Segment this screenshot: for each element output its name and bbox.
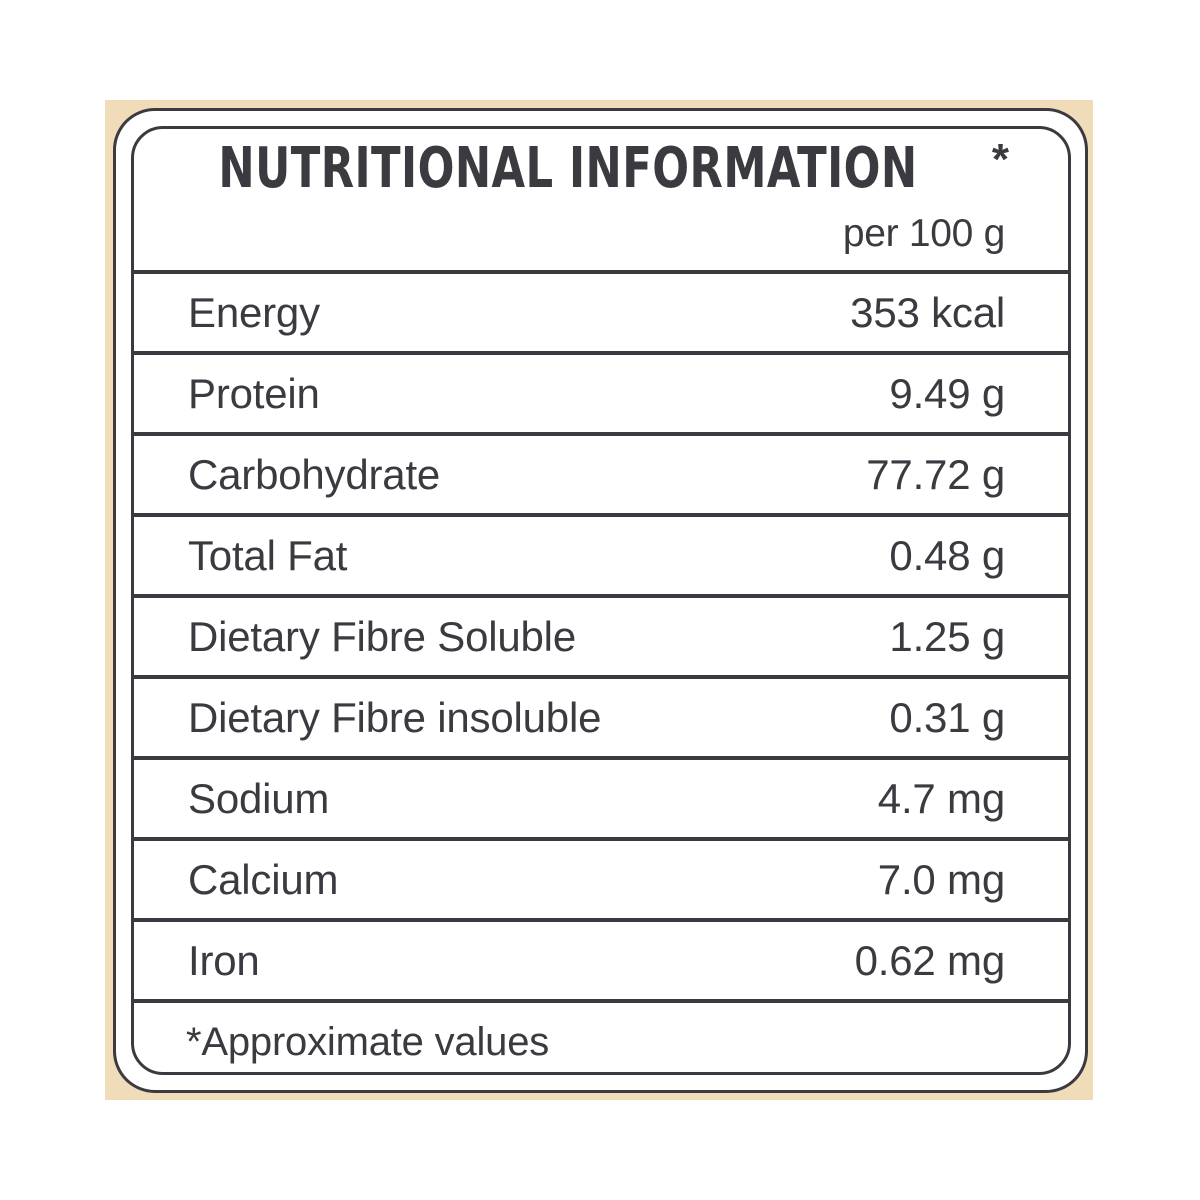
- nutrient-name-total-fat: Total Fat: [131, 513, 601, 596]
- nutrient-name-carbohydrate: Carbohydrate: [131, 432, 601, 515]
- nutrient-name-dietary-fibre-insoluble: Dietary Fibre insoluble: [131, 675, 601, 758]
- table-row: Energy 353 kcal: [131, 270, 1071, 353]
- nutrient-value-calcium: 7.0 mg: [601, 837, 1071, 920]
- nutrient-value-sodium: 4.7 mg: [601, 756, 1071, 839]
- page-title: NUTRITIONAL INFORMATION: [218, 136, 918, 201]
- nutrient-value-total-fat: 0.48 g: [601, 513, 1071, 596]
- nutrient-name-iron: Iron: [131, 918, 601, 1001]
- nutrient-name-sodium: Sodium: [131, 756, 601, 839]
- table-row: Protein 9.49 g: [131, 351, 1071, 434]
- approximate-values-note: *Approximate values: [131, 999, 1071, 1082]
- nutrient-name-dietary-fibre-soluble: Dietary Fibre Soluble: [131, 594, 601, 677]
- table-row-footnote: *Approximate values: [131, 999, 1071, 1082]
- table-row: Sodium 4.7 mg: [131, 756, 1071, 839]
- nutrient-value-dietary-fibre-insoluble: 0.31 g: [601, 675, 1071, 758]
- nutrient-value-protein: 9.49 g: [601, 351, 1071, 434]
- nutrient-value-energy: 353 kcal: [601, 270, 1071, 353]
- table-row: Carbohydrate 77.72 g: [131, 432, 1071, 515]
- nutrient-value-iron: 0.62 mg: [601, 918, 1071, 1001]
- serving-basis-label: per 100 g: [842, 212, 1005, 255]
- table-row: Iron 0.62 mg: [131, 918, 1071, 1001]
- table-row: Dietary Fibre insoluble 0.31 g: [131, 675, 1071, 758]
- nutrient-name-energy: Energy: [131, 270, 601, 353]
- table-row: Calcium 7.0 mg: [131, 837, 1071, 920]
- label-header: NUTRITIONAL INFORMATION * per 100 g: [131, 126, 1071, 270]
- nutrient-table: Energy 353 kcal Protein 9.49 g Carbohydr…: [131, 270, 1071, 1082]
- table-row: Dietary Fibre Soluble 1.25 g: [131, 594, 1071, 677]
- table-row: Total Fat 0.48 g: [131, 513, 1071, 596]
- title-asterisk-marker: *: [991, 135, 1009, 184]
- label-content: NUTRITIONAL INFORMATION * per 100 g Ener…: [131, 126, 1071, 1082]
- nutrient-table-body: Energy 353 kcal Protein 9.49 g Carbohydr…: [131, 270, 1071, 1082]
- nutrient-value-dietary-fibre-soluble: 1.25 g: [601, 594, 1071, 677]
- nutrient-name-calcium: Calcium: [131, 837, 601, 920]
- nutrient-name-protein: Protein: [131, 351, 601, 434]
- nutrient-value-carbohydrate: 77.72 g: [601, 432, 1071, 515]
